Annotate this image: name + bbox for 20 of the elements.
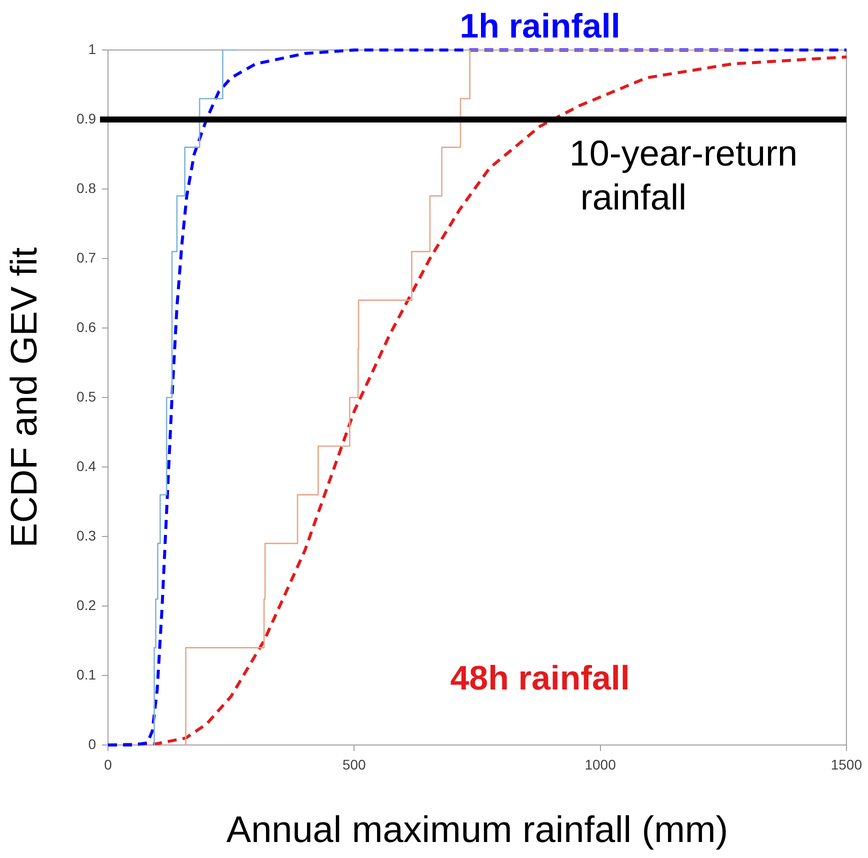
ref-line-label: 10-year-return rainfall xyxy=(569,132,798,218)
x-tick-label: 500 xyxy=(342,756,366,772)
text: 48h rainfall xyxy=(450,659,630,698)
y-tick-label: 0.6 xyxy=(76,318,96,335)
series-label: 1h rainfall xyxy=(460,7,620,46)
y-tick-label: 0.7 xyxy=(76,249,96,266)
y-tick-label: 0.9 xyxy=(76,110,96,126)
y-tick-label: 0.1 xyxy=(76,666,96,682)
x-tick-label: 1000 xyxy=(584,756,616,772)
y-tick-label: 0.3 xyxy=(76,527,96,544)
x-tick-label: 0 xyxy=(104,756,112,772)
y-axis-title: ECDF and GEV fit xyxy=(3,246,44,548)
y-tick-label: 0 xyxy=(88,736,96,752)
y-tick-label: 0.8 xyxy=(76,180,96,196)
y-tick-label: 0.2 xyxy=(76,596,96,613)
y-tick-label: 0.5 xyxy=(76,388,96,404)
x-axis-title: Annual maximum rainfall (mm) xyxy=(226,809,728,850)
y-tick-label: 1 xyxy=(88,40,96,57)
x-tick-label: 1500 xyxy=(830,756,862,772)
y-tick-label: 0.4 xyxy=(76,458,96,474)
